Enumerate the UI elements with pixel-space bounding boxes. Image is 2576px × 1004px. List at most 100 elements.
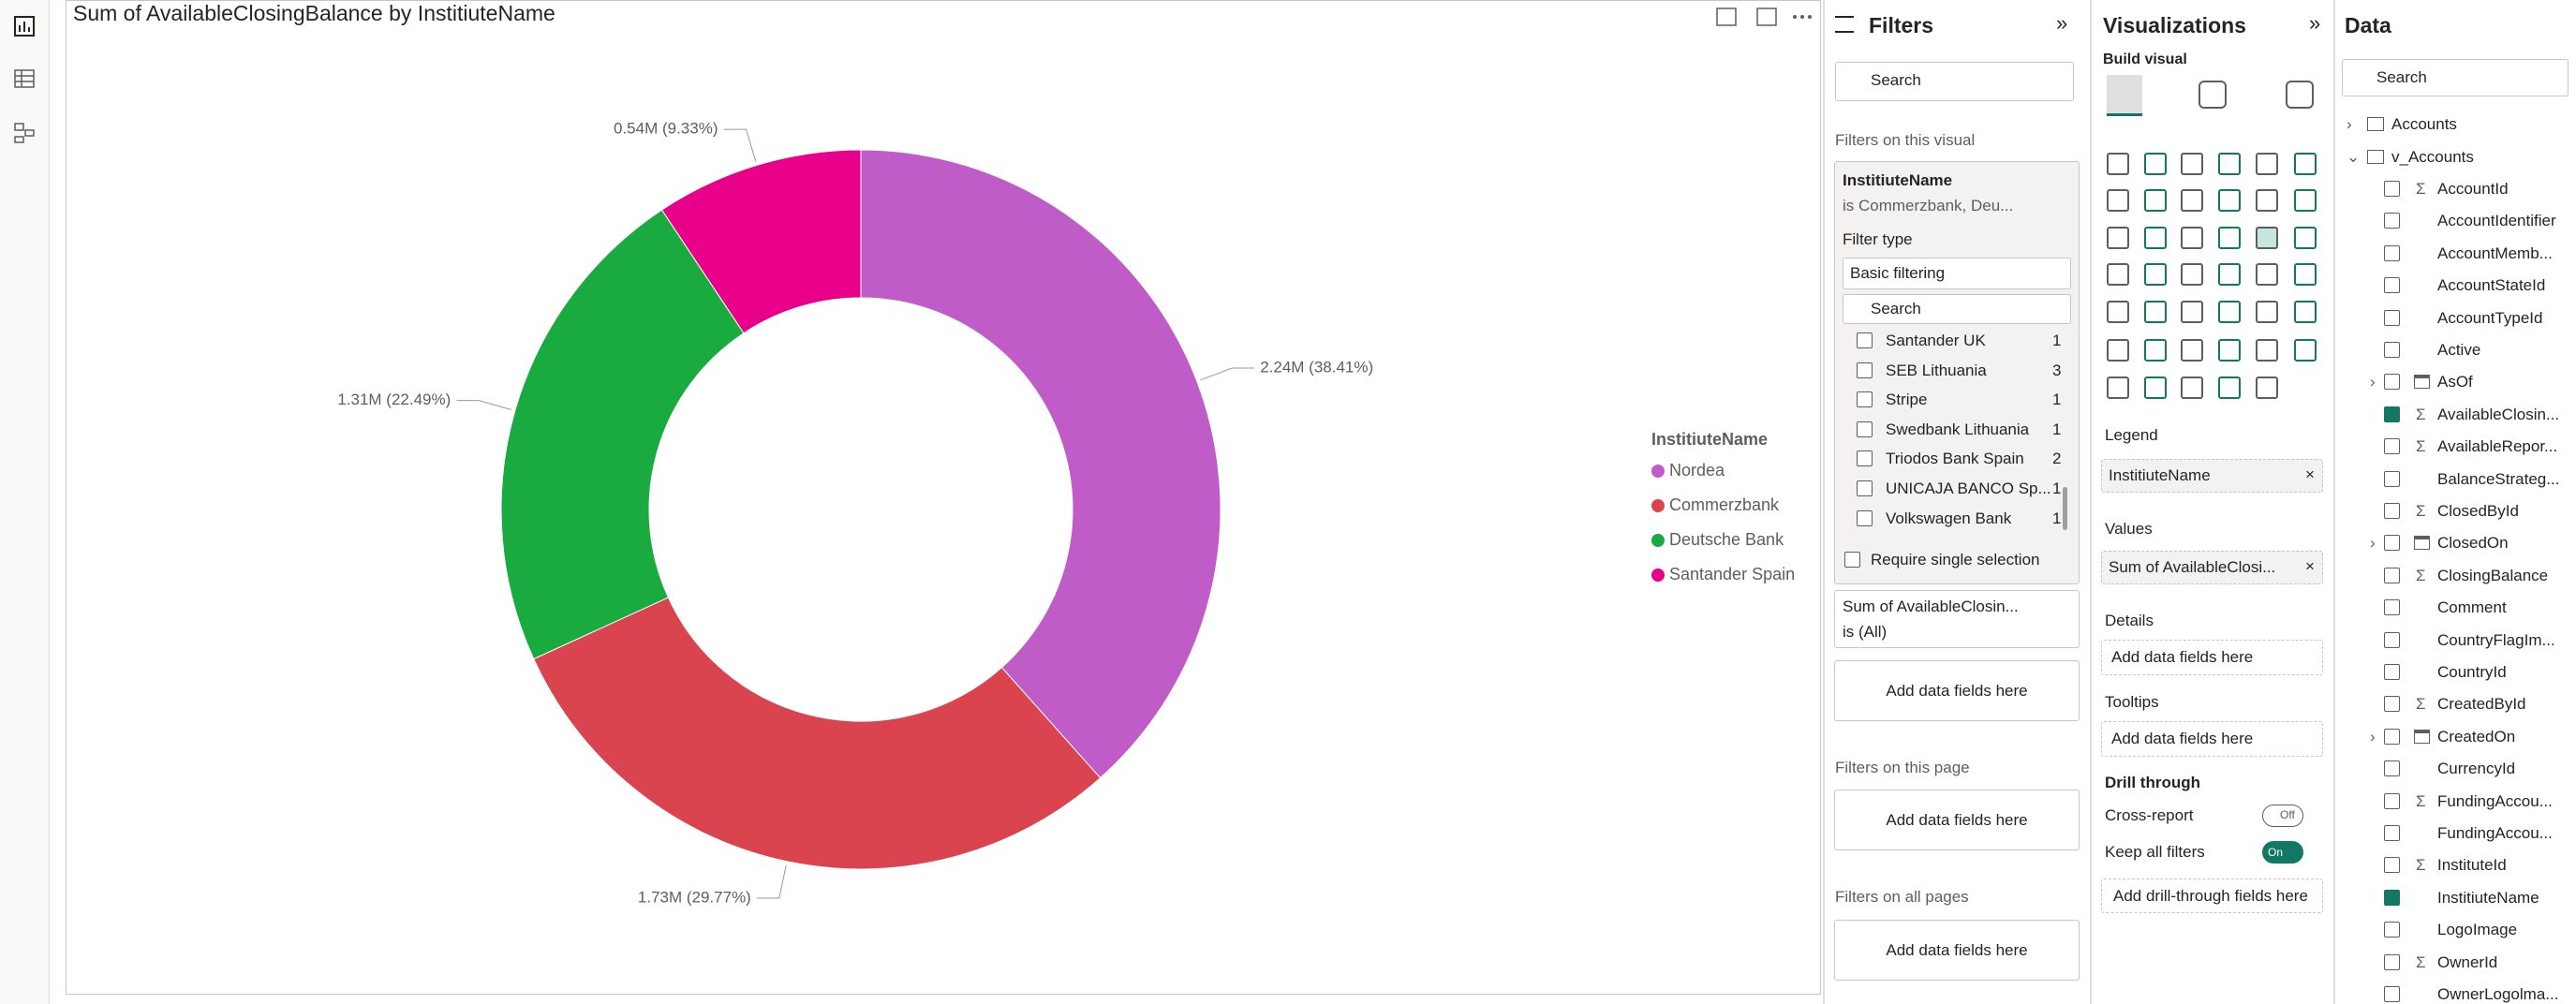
visual-type-icon[interactable] bbox=[2218, 376, 2241, 399]
table-view-icon[interactable] bbox=[13, 67, 36, 90]
dropdown[interactable] bbox=[1843, 258, 2071, 289]
build-tab[interactable] bbox=[2286, 81, 2314, 109]
visual-type-icon[interactable] bbox=[2144, 153, 2167, 175]
visual-type-icon[interactable] bbox=[2294, 153, 2317, 175]
build-tab[interactable] bbox=[2198, 81, 2227, 109]
field-name[interactable]: OwnerLogolma... bbox=[2437, 985, 2559, 1003]
checkbox[interactable] bbox=[1857, 332, 1873, 348]
field-name[interactable]: AvailableClosin... bbox=[2437, 405, 2560, 423]
visual-type-icon[interactable] bbox=[2256, 376, 2278, 399]
table-name[interactable]: v_Accounts bbox=[2391, 148, 2474, 166]
remove-field[interactable]: × bbox=[2305, 557, 2315, 575]
expand-chevron[interactable]: › bbox=[2370, 727, 2376, 746]
drop-zone[interactable]: Add data fields here bbox=[1834, 790, 2080, 850]
field-name[interactable]: ClosingBalance bbox=[2437, 566, 2549, 584]
field-name[interactable]: CountryFlagIm... bbox=[2437, 630, 2555, 649]
checkbox[interactable] bbox=[2384, 889, 2400, 906]
field-name[interactable]: ClosedOn bbox=[2437, 534, 2509, 553]
field-name[interactable]: AccountTypeId bbox=[2437, 308, 2543, 327]
field-name[interactable]: AccountStateId bbox=[2437, 276, 2546, 295]
visual-type-icon[interactable] bbox=[2107, 227, 2129, 249]
toggle-off[interactable]: Off bbox=[2262, 805, 2303, 827]
visual-type-icon[interactable] bbox=[2107, 301, 2129, 323]
remove-field[interactable]: × bbox=[2305, 465, 2315, 483]
checkbox[interactable] bbox=[2384, 664, 2400, 680]
checkbox[interactable] bbox=[2384, 953, 2400, 970]
field-well[interactable] bbox=[2101, 551, 2323, 584]
visual-type-icon[interactable] bbox=[2256, 153, 2278, 175]
checkbox[interactable] bbox=[1857, 480, 1873, 496]
checkbox[interactable] bbox=[1857, 509, 1873, 526]
visual-type-icon[interactable] bbox=[2107, 189, 2129, 212]
visual-type-icon[interactable] bbox=[2144, 189, 2167, 212]
visual-type-icon[interactable] bbox=[2218, 153, 2241, 175]
collapse-button[interactable]: » bbox=[2309, 11, 2321, 35]
checkbox[interactable] bbox=[2384, 244, 2400, 261]
field-name[interactable]: LogoImage bbox=[2437, 921, 2518, 939]
drop-zone[interactable]: Add data fields here bbox=[2101, 640, 2323, 675]
checkbox[interactable] bbox=[1857, 362, 1873, 378]
list-search[interactable] bbox=[1843, 294, 2071, 324]
field-name[interactable]: AccountIdentifier bbox=[2437, 212, 2556, 230]
visual-type-icon[interactable] bbox=[2181, 339, 2203, 362]
visual-type-icon[interactable] bbox=[2218, 263, 2241, 286]
model-view-icon[interactable] bbox=[13, 122, 36, 144]
field-name[interactable]: AsOf bbox=[2437, 373, 2473, 391]
search-box[interactable] bbox=[1835, 62, 2074, 101]
visual-type-icon[interactable] bbox=[2256, 227, 2278, 249]
checkbox[interactable] bbox=[2384, 277, 2400, 294]
visual-type-icon[interactable] bbox=[2256, 189, 2278, 212]
toggle-on[interactable]: On bbox=[2262, 841, 2303, 864]
visual-type-icon[interactable] bbox=[2218, 227, 2241, 249]
visual-type-icon[interactable] bbox=[2181, 376, 2203, 399]
report-view-icon[interactable] bbox=[13, 15, 36, 37]
drop-zone[interactable]: Add data fields here bbox=[1834, 660, 2080, 721]
checkbox[interactable] bbox=[1844, 552, 1860, 568]
expand-chevron[interactable]: › bbox=[2370, 534, 2376, 553]
visual-type-icon[interactable] bbox=[2144, 376, 2167, 399]
visual-type-icon[interactable] bbox=[2294, 339, 2317, 362]
visual-type-icon[interactable] bbox=[2294, 227, 2317, 249]
visual-container[interactable] bbox=[66, 0, 1821, 995]
checkbox[interactable] bbox=[2384, 503, 2400, 519]
checkbox[interactable] bbox=[2384, 599, 2400, 616]
field-name[interactable]: AccountId bbox=[2437, 180, 2509, 198]
visual-type-icon[interactable] bbox=[2144, 339, 2167, 362]
checkbox[interactable] bbox=[1857, 421, 1873, 437]
visual-type-icon[interactable] bbox=[2294, 189, 2317, 212]
checkbox[interactable] bbox=[2384, 374, 2400, 391]
visual-type-icon[interactable] bbox=[2294, 263, 2317, 286]
visual-type-icon[interactable] bbox=[2218, 189, 2241, 212]
search-box[interactable] bbox=[2342, 59, 2569, 96]
visual-type-icon[interactable] bbox=[2181, 301, 2203, 323]
field-name[interactable]: CreatedOn bbox=[2437, 727, 2516, 746]
build-tab-selected[interactable] bbox=[2107, 75, 2142, 116]
checkbox[interactable] bbox=[2384, 728, 2400, 745]
visual-type-icon[interactable] bbox=[2218, 301, 2241, 323]
checkbox[interactable] bbox=[2384, 922, 2400, 938]
visual-type-icon[interactable] bbox=[2181, 263, 2203, 286]
checkbox[interactable] bbox=[1857, 450, 1873, 467]
table-name[interactable]: Accounts bbox=[2391, 115, 2457, 133]
visual-type-icon[interactable] bbox=[2218, 339, 2241, 362]
checkbox[interactable] bbox=[2384, 535, 2400, 552]
checkbox[interactable] bbox=[2384, 213, 2400, 229]
checkbox[interactable] bbox=[2384, 309, 2400, 326]
field-name[interactable]: CurrencyId bbox=[2437, 760, 2516, 778]
expand-chevron[interactable]: ⌄ bbox=[2347, 148, 2361, 166]
field-name[interactable]: AccountMemb... bbox=[2437, 244, 2553, 262]
checkbox[interactable] bbox=[2384, 696, 2400, 713]
card[interactable] bbox=[1834, 590, 2080, 648]
visual-type-icon[interactable] bbox=[2107, 153, 2129, 175]
expand-chevron[interactable]: › bbox=[2370, 373, 2376, 391]
field-name[interactable]: InstituteId bbox=[2437, 856, 2507, 875]
checkbox[interactable] bbox=[2384, 567, 2400, 583]
field-name[interactable]: BalanceStrateg... bbox=[2437, 469, 2560, 488]
checkbox[interactable] bbox=[2384, 986, 2400, 1002]
field-name[interactable]: OwnerId bbox=[2437, 952, 2498, 971]
field-well[interactable] bbox=[2101, 459, 2323, 493]
visual-type-icon[interactable] bbox=[2107, 376, 2129, 399]
expand-chevron[interactable]: › bbox=[2347, 115, 2352, 133]
field-name[interactable]: CountryId bbox=[2437, 663, 2507, 681]
visual-type-icon[interactable] bbox=[2107, 263, 2129, 286]
